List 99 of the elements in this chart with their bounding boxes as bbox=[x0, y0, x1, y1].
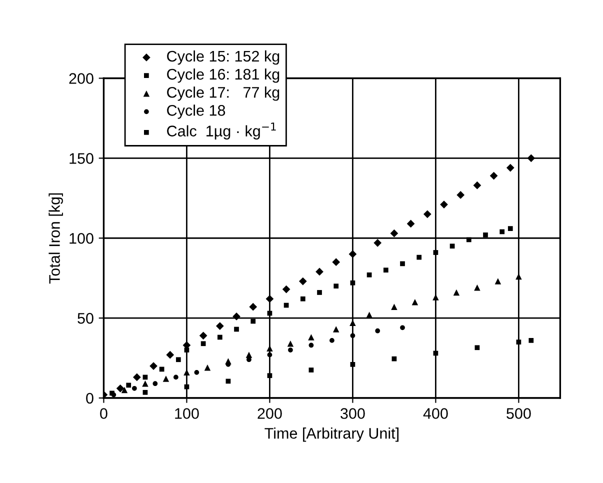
legend-label: Cycle 18 bbox=[167, 104, 226, 119]
point bbox=[184, 369, 190, 376]
y-tick-label: 0 bbox=[86, 392, 94, 404]
point bbox=[474, 345, 480, 350]
point bbox=[366, 312, 372, 318]
y-tick-label: 200 bbox=[69, 73, 94, 84]
point bbox=[332, 258, 340, 266]
point bbox=[166, 350, 174, 359]
x-tick-label: 400 bbox=[423, 408, 448, 419]
point bbox=[282, 285, 290, 294]
point bbox=[232, 312, 240, 320]
point bbox=[173, 374, 178, 380]
point bbox=[490, 172, 498, 180]
point bbox=[406, 220, 415, 228]
point bbox=[250, 318, 256, 324]
x-axis-title: Time [Arbitrary Unit] bbox=[264, 428, 398, 442]
point bbox=[316, 268, 324, 276]
point bbox=[508, 226, 513, 231]
point bbox=[474, 284, 480, 291]
point bbox=[194, 370, 200, 375]
point bbox=[334, 284, 339, 289]
point bbox=[440, 200, 448, 208]
point bbox=[400, 325, 405, 330]
point bbox=[374, 238, 382, 247]
point bbox=[350, 362, 356, 367]
point bbox=[494, 278, 502, 284]
point bbox=[483, 232, 488, 238]
point bbox=[288, 348, 293, 352]
point bbox=[116, 384, 124, 392]
point bbox=[392, 356, 397, 362]
legend-label: Calc 1µg · kg$^{−1}$ bbox=[167, 122, 276, 140]
point bbox=[121, 386, 128, 394]
point bbox=[528, 338, 534, 343]
legend-label: Cycle 15: 152 kg bbox=[167, 50, 280, 65]
point bbox=[308, 368, 314, 372]
point bbox=[516, 273, 522, 280]
point bbox=[348, 250, 357, 258]
point bbox=[500, 229, 505, 234]
point bbox=[246, 352, 252, 358]
point bbox=[200, 341, 206, 346]
point bbox=[142, 390, 148, 395]
point bbox=[391, 304, 398, 310]
point bbox=[416, 254, 422, 260]
x-tick-label: 100 bbox=[175, 408, 199, 419]
point bbox=[450, 244, 455, 249]
x-tick-label: 500 bbox=[506, 408, 531, 419]
point bbox=[466, 237, 472, 242]
point bbox=[317, 290, 322, 295]
point bbox=[176, 357, 181, 362]
point bbox=[516, 340, 522, 344]
point bbox=[152, 381, 158, 386]
point bbox=[204, 364, 211, 371]
point bbox=[330, 338, 334, 343]
point bbox=[308, 342, 314, 348]
point bbox=[332, 326, 340, 332]
point bbox=[456, 191, 465, 199]
point bbox=[234, 326, 239, 332]
point bbox=[142, 380, 148, 387]
point bbox=[267, 352, 272, 358]
point bbox=[473, 181, 482, 190]
point bbox=[184, 348, 190, 352]
x-tick-label: 300 bbox=[340, 408, 365, 419]
point bbox=[453, 289, 460, 296]
point bbox=[267, 373, 272, 378]
point bbox=[350, 333, 356, 338]
y-tick-label: 150 bbox=[70, 153, 94, 164]
y-tick-label: 50 bbox=[78, 312, 94, 324]
point bbox=[249, 302, 258, 311]
point bbox=[217, 334, 222, 340]
point bbox=[298, 277, 307, 286]
x-tick-label: 200 bbox=[258, 408, 282, 419]
point bbox=[350, 280, 356, 286]
point bbox=[266, 345, 273, 352]
point bbox=[126, 382, 132, 388]
point bbox=[132, 373, 141, 382]
point bbox=[400, 261, 405, 266]
point bbox=[287, 340, 294, 347]
point bbox=[506, 164, 514, 172]
point bbox=[162, 376, 170, 382]
point bbox=[366, 272, 372, 278]
point bbox=[150, 362, 158, 370]
point bbox=[527, 154, 536, 162]
point bbox=[383, 268, 388, 273]
point bbox=[132, 386, 137, 391]
legend-label: Cycle 17: 77 kg bbox=[167, 86, 280, 101]
point bbox=[375, 328, 380, 334]
point bbox=[216, 322, 224, 330]
point bbox=[300, 296, 306, 302]
point bbox=[433, 250, 438, 255]
point bbox=[423, 210, 432, 218]
point bbox=[412, 298, 418, 306]
point bbox=[266, 294, 274, 303]
x-tick-label: 0 bbox=[100, 408, 108, 419]
point bbox=[308, 334, 314, 340]
legend-label: Cycle 16: 181 kg bbox=[167, 68, 280, 83]
point bbox=[199, 332, 208, 340]
point bbox=[390, 229, 398, 238]
y-axis-title: Total Iron [kg] bbox=[48, 193, 63, 284]
y-tick-label: 100 bbox=[70, 232, 94, 244]
